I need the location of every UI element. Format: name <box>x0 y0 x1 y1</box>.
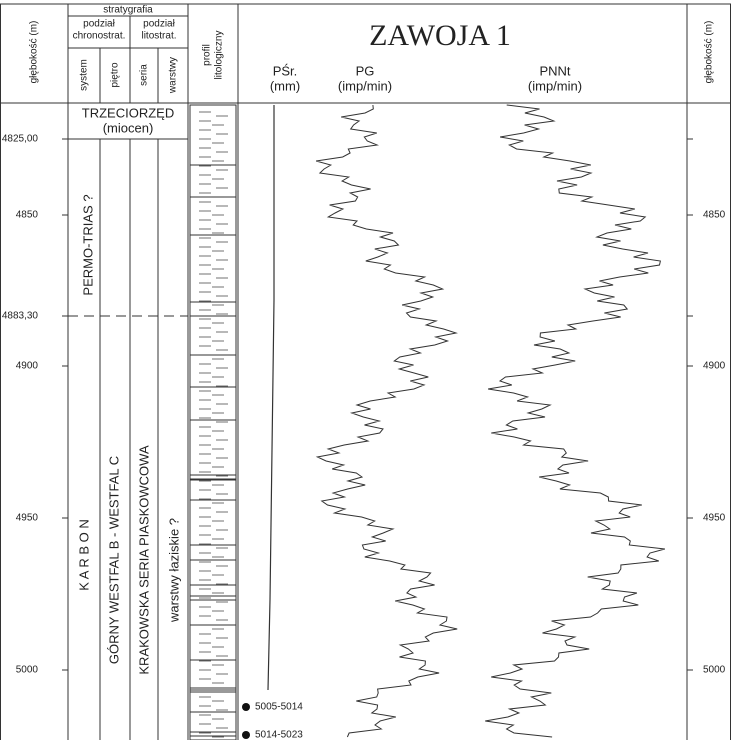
depth-label: 5000 <box>16 665 39 676</box>
depth-label: 4883,30 <box>2 311 39 322</box>
unit-label: K A R B O N <box>76 519 91 591</box>
curve-unit: (imp/min) <box>338 78 392 93</box>
depth-label: 4950 <box>703 513 726 524</box>
curve-pg <box>316 105 457 737</box>
depth-label: 4900 <box>703 361 726 372</box>
column-name: warstwy <box>168 57 179 94</box>
column-name: litologiczny <box>214 31 225 80</box>
curve-name: PG <box>356 63 375 78</box>
sample-label: 5005-5014 <box>255 702 303 713</box>
sample-dot <box>242 703 250 711</box>
coal-band <box>190 475 236 479</box>
header-text: chronostrat. <box>73 31 126 42</box>
unit-label: GÓRNY WESTFAL B - WESTFAL C <box>106 456 121 664</box>
page: stratygrafia podział chronostrat. podzia… <box>0 0 731 740</box>
curve-unit: (mm) <box>270 78 300 93</box>
coal-band <box>190 732 236 736</box>
depth-axis-label: głębokość (m) <box>704 21 715 84</box>
header-text: stratygrafia <box>103 5 153 16</box>
sample-label: 5014-5023 <box>255 730 303 740</box>
column-name: seria <box>139 64 150 86</box>
depth-label: 4850 <box>16 210 39 221</box>
depth-label: 4900 <box>16 361 39 372</box>
unit-label: TRZECIORZĘD <box>82 105 174 120</box>
column-name: system <box>79 59 90 91</box>
header-text: podział <box>143 19 175 30</box>
lithology-column <box>190 105 236 740</box>
curve-pnnt <box>485 105 665 737</box>
column-name: profil <box>202 44 213 66</box>
coal-band <box>190 596 236 600</box>
curve-psr <box>268 105 274 690</box>
well-log: stratygrafia podział chronostrat. podzia… <box>0 0 731 740</box>
curve-unit: (imp/min) <box>528 78 582 93</box>
depth-label: 4850 <box>703 210 726 221</box>
depth-axis-label: głębokość (m) <box>29 21 40 84</box>
title: ZAWOJA 1 <box>369 19 511 52</box>
unit-label: (miocen) <box>103 120 154 135</box>
curve-name: PNNt <box>539 63 570 78</box>
unit-label: warstwy łaziskie ? <box>166 518 181 623</box>
unit-label: KRAKOWSKA SERIA PIASKOWCOWA <box>136 445 151 675</box>
header-text: litostrat. <box>141 31 176 42</box>
depth-label: 5000 <box>703 665 726 676</box>
sample-dot <box>242 731 250 739</box>
header-text: podział <box>83 19 115 30</box>
depth-label: 4825,00 <box>2 134 39 145</box>
column-name: piętro <box>110 62 121 87</box>
depth-label: 4950 <box>16 513 39 524</box>
curve-name: PŚr. <box>273 63 298 78</box>
unit-label: PERMO-TRIAS ? <box>80 194 95 295</box>
